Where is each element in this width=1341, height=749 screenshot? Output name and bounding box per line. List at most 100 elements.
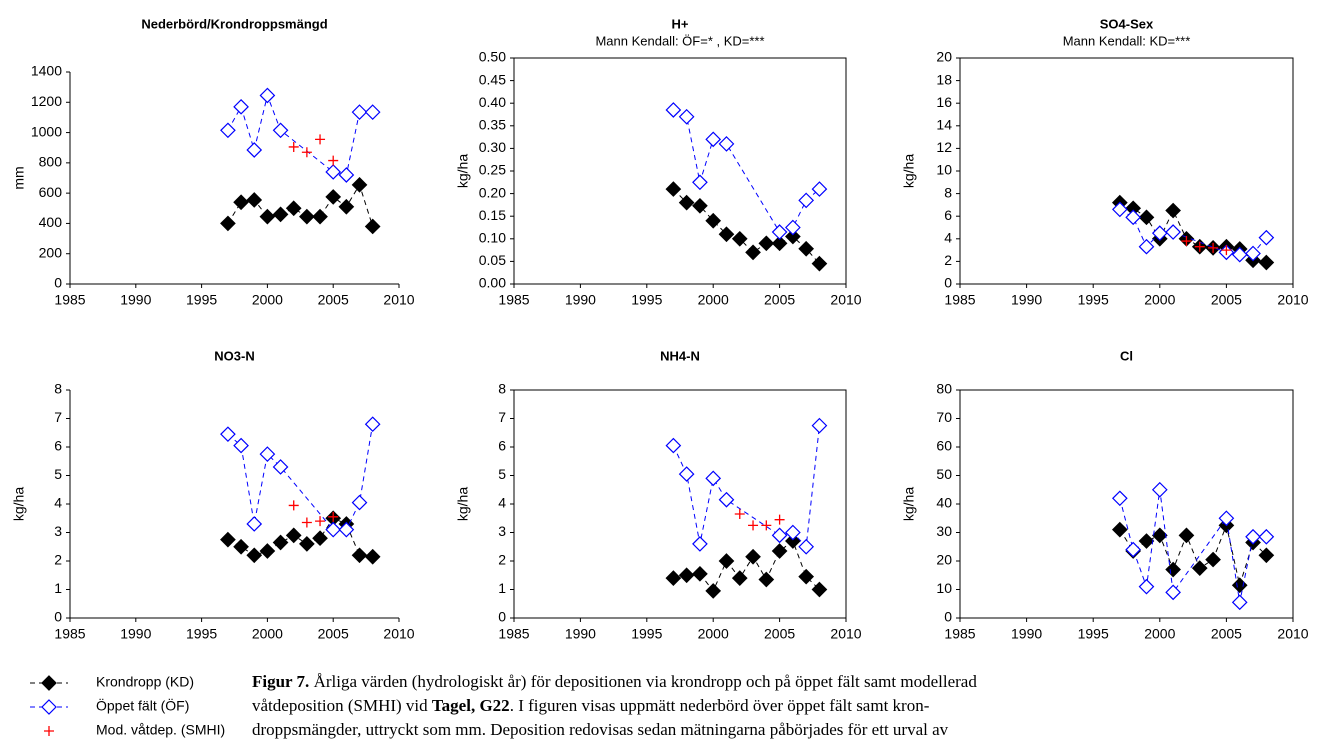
diamond-marker bbox=[246, 192, 263, 208]
x-tick-label: 1985 bbox=[54, 292, 85, 308]
series-line bbox=[673, 540, 820, 592]
chart-panel: NO3-N kg/ha 0 1 2 3 4 5 6 7 8 1985 1990 1995 2000 2005 2… bbox=[11, 348, 415, 641]
open-diamond-marker bbox=[1111, 490, 1128, 507]
series-line bbox=[673, 109, 820, 233]
x-tick-label: 1995 bbox=[631, 626, 662, 642]
diamond-marker bbox=[705, 583, 722, 599]
y-tick-label: 8 bbox=[944, 184, 952, 200]
diamond-marker bbox=[1111, 521, 1128, 538]
diamond-marker bbox=[758, 235, 775, 252]
diamond-marker bbox=[312, 208, 328, 225]
x-tick-label: 2005 bbox=[764, 626, 795, 642]
diamond-marker bbox=[233, 194, 249, 211]
y-tick-label: 0.00 bbox=[479, 275, 506, 291]
diamond-marker bbox=[731, 230, 748, 247]
caption-text: . I figuren visas uppmätt nederbörd över… bbox=[509, 696, 930, 715]
open-diamond-marker bbox=[678, 466, 695, 482]
diamond-marker bbox=[364, 548, 381, 565]
y-tick-label: 0.45 bbox=[479, 71, 506, 87]
open-diamond-marker bbox=[692, 174, 708, 191]
y-tick-label: 12 bbox=[936, 139, 952, 155]
diamond-marker bbox=[785, 228, 801, 245]
legend-label: Mod. våtdep. (SMHI) bbox=[96, 722, 225, 738]
chart-panel: SO4-Sex Mann Kendall: KD=*** kg/ha 0 2 4 6 8 10 1… bbox=[901, 16, 1309, 307]
x-tick-label: 1985 bbox=[498, 292, 529, 308]
y-tick-label: 0.50 bbox=[479, 49, 506, 65]
x-tick-label: 2005 bbox=[1211, 626, 1242, 642]
open-diamond-marker bbox=[771, 527, 788, 544]
open-diamond-marker bbox=[718, 136, 735, 152]
y-tick-label: 50 bbox=[936, 466, 952, 482]
y-tick-label: 5 bbox=[54, 466, 62, 482]
y-tick-label: 0.25 bbox=[479, 162, 506, 178]
open-diamond-marker bbox=[233, 437, 249, 454]
diamond-marker bbox=[758, 571, 775, 588]
y-tick-label: 10 bbox=[936, 162, 952, 178]
x-tick-label: 1995 bbox=[1078, 292, 1109, 308]
x-tick-label: 2000 bbox=[252, 292, 283, 308]
chart-title: NO3-N bbox=[214, 348, 254, 363]
open-diamond-marker bbox=[785, 524, 801, 541]
open-diamond-marker bbox=[1165, 224, 1181, 240]
diamond-marker bbox=[718, 226, 735, 243]
y-tick-label: 800 bbox=[39, 154, 63, 170]
diamond-marker bbox=[338, 198, 355, 215]
x-tick-label: 1990 bbox=[565, 626, 596, 642]
plus-marker bbox=[1194, 241, 1205, 252]
plus-marker bbox=[328, 155, 339, 166]
diamond-marker bbox=[665, 570, 682, 586]
chart-panel: H+ Mann Kendall: ÖF=* , KD=*** kg/ha 0.00 0.… bbox=[455, 16, 862, 307]
plus-marker bbox=[734, 508, 745, 519]
diamond-marker bbox=[259, 543, 276, 559]
series-line bbox=[227, 93, 373, 176]
y-tick-label: 400 bbox=[39, 214, 63, 230]
y-tick-label: 1000 bbox=[31, 123, 62, 139]
x-tick-label: 2010 bbox=[830, 292, 861, 308]
diamond-marker bbox=[731, 570, 748, 586]
diamond-marker bbox=[259, 208, 276, 225]
y-tick-label: 8 bbox=[498, 381, 506, 397]
caption-text: Tagel, G22 bbox=[431, 696, 510, 715]
diamond-marker bbox=[745, 244, 761, 261]
open-diamond-marker bbox=[41, 699, 57, 715]
open-diamond-marker bbox=[272, 122, 289, 139]
y-tick-label: 20 bbox=[936, 552, 952, 568]
x-tick-label: 2005 bbox=[1211, 292, 1242, 308]
open-diamond-marker bbox=[364, 416, 381, 433]
open-diamond-marker bbox=[678, 108, 695, 125]
open-diamond-marker bbox=[1138, 238, 1155, 255]
chart-subtitle: Mann Kendall: ÖF=* , KD=*** bbox=[595, 33, 764, 48]
x-tick-label: 1995 bbox=[1078, 626, 1109, 642]
y-tick-label: 70 bbox=[936, 409, 952, 425]
y-tick-label: 7 bbox=[498, 409, 506, 425]
x-tick-label: 2005 bbox=[318, 292, 349, 308]
diamond-marker bbox=[1165, 561, 1181, 578]
x-tick-label: 1990 bbox=[120, 292, 151, 308]
x-tick-label: 1985 bbox=[944, 626, 975, 642]
series-line bbox=[227, 424, 374, 531]
y-axis-label: kg/ha bbox=[901, 487, 917, 521]
diamond-marker bbox=[312, 530, 328, 547]
plus-marker bbox=[301, 517, 312, 528]
chart-title: Cl bbox=[1120, 348, 1133, 363]
diamond-marker bbox=[678, 567, 695, 584]
open-diamond-marker bbox=[1151, 225, 1168, 241]
y-tick-label: 6 bbox=[944, 207, 952, 223]
open-diamond-marker bbox=[798, 192, 815, 209]
y-tick-label: 6 bbox=[498, 438, 506, 454]
y-tick-label: 0.05 bbox=[479, 252, 506, 268]
x-tick-label: 2010 bbox=[830, 626, 861, 642]
diamond-marker bbox=[1138, 209, 1155, 226]
open-diamond-marker bbox=[1151, 481, 1168, 498]
y-tick-label: 0 bbox=[944, 609, 952, 625]
diamond-marker bbox=[665, 181, 682, 197]
caption-line: droppsmängder, uttryckt som mm. Depositi… bbox=[252, 718, 1332, 742]
y-tick-label: 0 bbox=[944, 275, 952, 291]
diamond-marker bbox=[1178, 527, 1195, 544]
y-tick-label: 6 bbox=[54, 438, 62, 454]
x-tick-label: 2010 bbox=[1277, 292, 1308, 308]
diamond-marker bbox=[785, 533, 801, 549]
plus-marker bbox=[774, 514, 785, 525]
y-tick-label: 2 bbox=[944, 252, 952, 268]
y-tick-label: 0.30 bbox=[479, 139, 506, 155]
